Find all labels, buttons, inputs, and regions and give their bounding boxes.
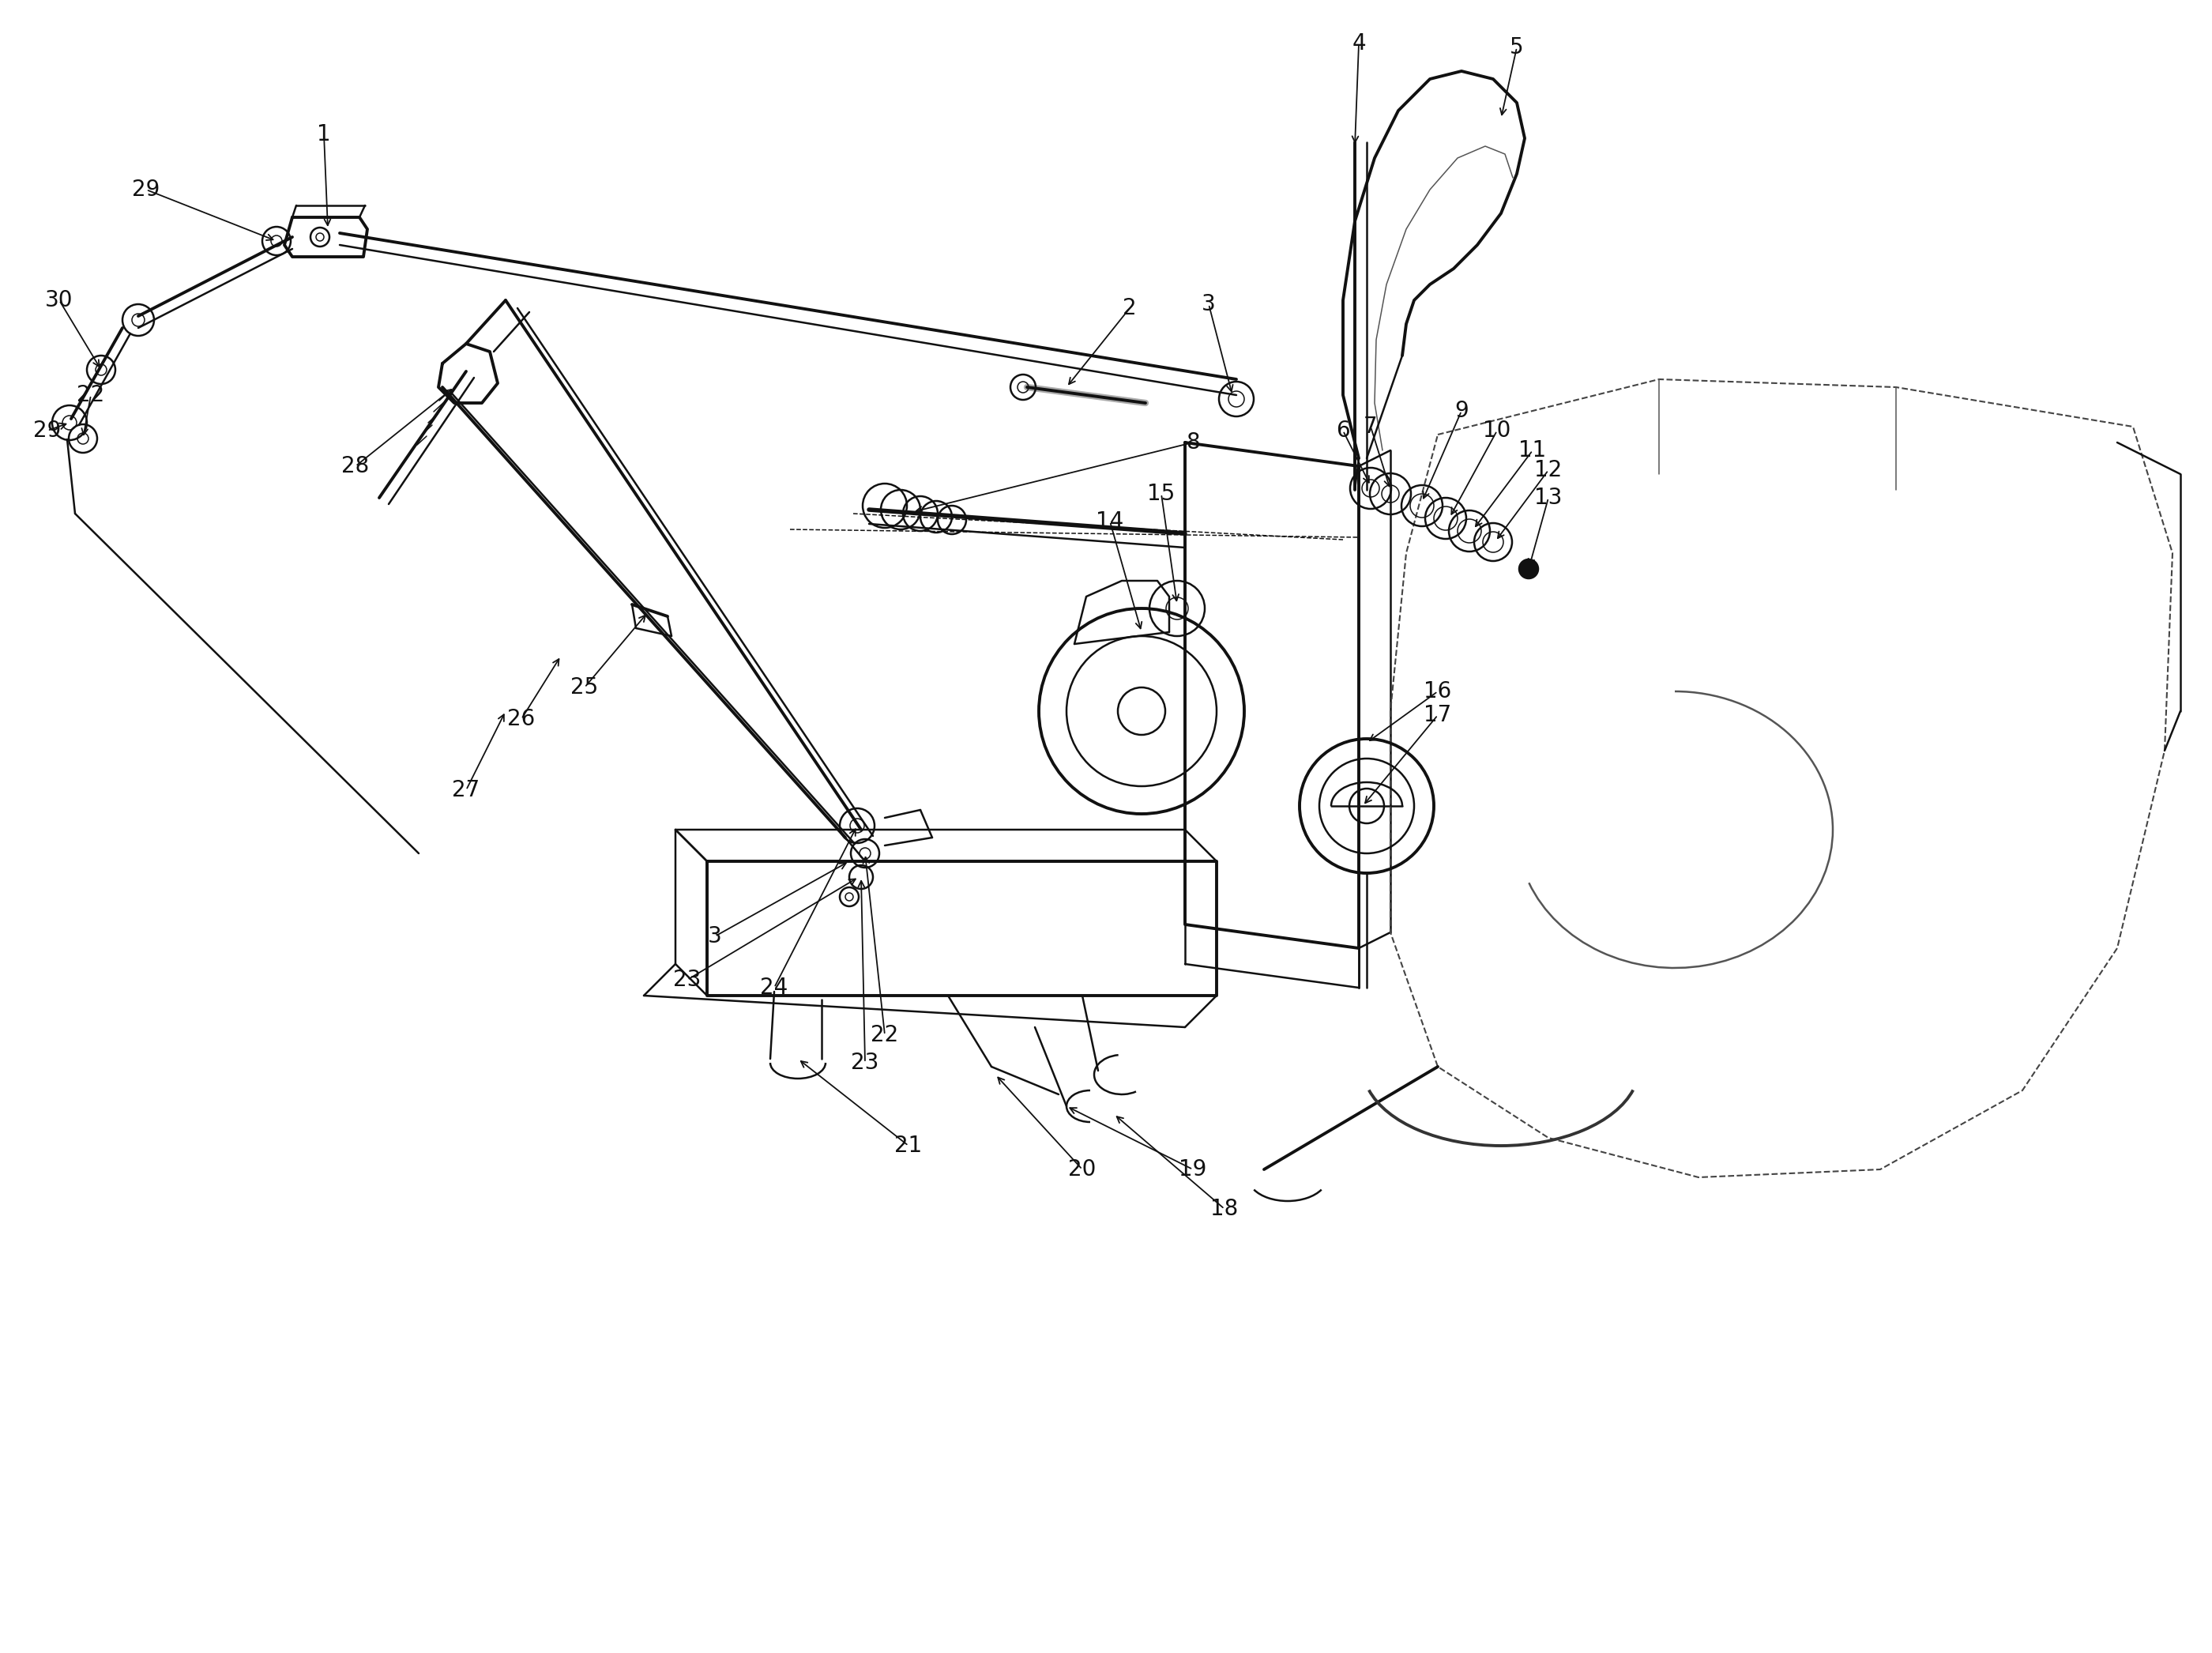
Text: 10: 10 xyxy=(1482,420,1511,441)
Text: 26: 26 xyxy=(507,707,535,731)
Text: 3: 3 xyxy=(708,926,721,947)
Text: 5: 5 xyxy=(1511,36,1524,58)
Text: 27: 27 xyxy=(451,779,480,802)
Circle shape xyxy=(1520,559,1537,579)
Text: 12: 12 xyxy=(1535,460,1562,481)
Text: 1: 1 xyxy=(316,124,332,145)
Text: 7: 7 xyxy=(1363,415,1378,438)
Text: 29: 29 xyxy=(133,179,159,200)
Text: 21: 21 xyxy=(894,1134,922,1157)
Text: 24: 24 xyxy=(761,977,787,998)
Text: 4: 4 xyxy=(1352,33,1365,55)
Text: 18: 18 xyxy=(1210,1198,1239,1220)
Text: 20: 20 xyxy=(1068,1159,1097,1180)
Text: 29: 29 xyxy=(33,420,62,441)
Text: 15: 15 xyxy=(1148,483,1175,504)
Text: 14: 14 xyxy=(1095,511,1124,532)
Text: 17: 17 xyxy=(1425,704,1451,726)
Text: 2: 2 xyxy=(1124,298,1137,319)
Text: 23: 23 xyxy=(852,1051,878,1074)
Text: 25: 25 xyxy=(571,676,599,699)
Text: 22: 22 xyxy=(872,1025,898,1046)
Text: 23: 23 xyxy=(672,969,701,990)
Text: 28: 28 xyxy=(341,455,369,478)
Text: 11: 11 xyxy=(1520,440,1546,461)
Text: 16: 16 xyxy=(1425,681,1451,703)
Text: 9: 9 xyxy=(1455,400,1469,422)
Text: 3: 3 xyxy=(1201,293,1217,316)
Text: 30: 30 xyxy=(44,289,73,311)
Text: 8: 8 xyxy=(1186,431,1199,453)
Text: 13: 13 xyxy=(1535,486,1562,509)
Text: 19: 19 xyxy=(1179,1159,1208,1180)
Text: 6: 6 xyxy=(1336,420,1349,441)
Text: 22: 22 xyxy=(77,383,104,407)
